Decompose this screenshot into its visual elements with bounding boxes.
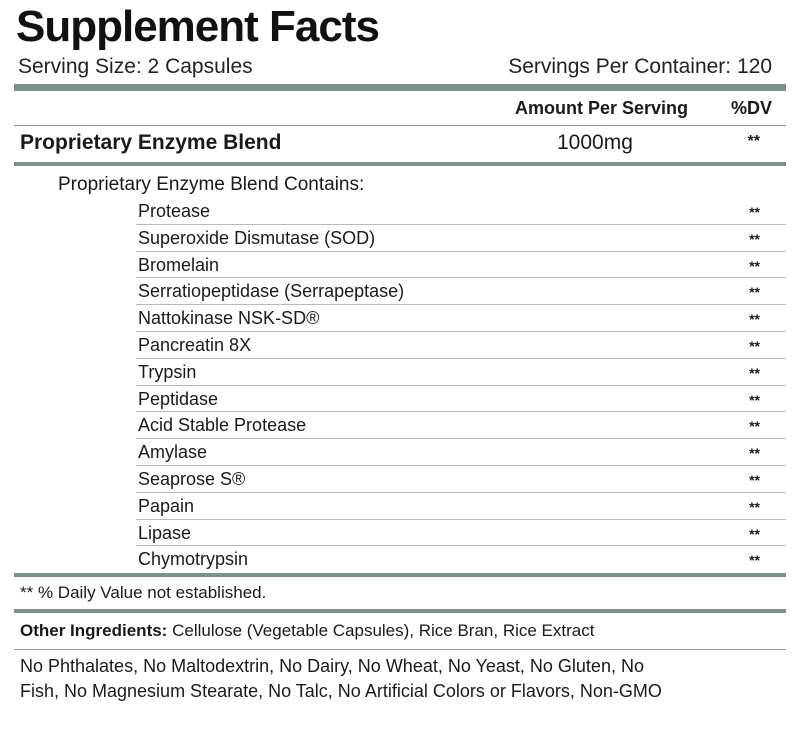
servings-per-container: Servings Per Container: 120: [508, 55, 772, 78]
ingredient-row: Trypsin **: [136, 359, 786, 386]
other-ingredients: Other Ingredients: Cellulose (Vegetable …: [14, 613, 786, 649]
blend-dv: **: [747, 133, 760, 150]
blend-row: Proprietary Enzyme Blend 1000mg **: [14, 126, 786, 162]
ingredient-dv: **: [749, 311, 760, 328]
footnote-divider: [14, 609, 786, 614]
ingredient-dv: **: [749, 525, 760, 542]
ingredient-dv: **: [749, 445, 760, 462]
ingredient-name: Nattokinase NSK-SD®: [138, 308, 320, 329]
ingredient-dv: **: [749, 230, 760, 247]
ingredient-name: Bromelain: [138, 254, 220, 275]
amount-per-serving-header: Amount Per Serving: [514, 98, 688, 118]
thick-divider: [14, 84, 786, 91]
panel-title: Supplement Facts: [16, 2, 380, 51]
blend-amount: 1000mg: [557, 131, 633, 154]
ingredient-name: Acid Stable Protease: [138, 415, 307, 436]
ingredient-name: Chymotrypsin: [138, 549, 249, 570]
other-ingredients-value: Cellulose (Vegetable Capsules), Rice Bra…: [172, 621, 595, 641]
ingredient-dv: **: [749, 204, 760, 220]
free-from-line-1: No Phthalates, No Maltodextrin, No Dairy…: [20, 656, 644, 677]
ingredient-row: Protease **: [136, 198, 786, 225]
ingredient-row: Chymotrypsin **: [136, 546, 786, 573]
other-ingredients-label: Other Ingredients:: [20, 621, 168, 641]
ingredient-name: Papain: [138, 495, 195, 516]
ingredient-row: Papain **: [136, 493, 786, 520]
supplement-facts-panel: Supplement Facts Serving Size: 2 Capsule…: [14, 0, 786, 704]
ingredient-list: Protease ** Superoxide Dismutase (SOD) ** …: [136, 198, 786, 573]
ingredient-name: Seaprose S®: [138, 468, 246, 489]
ingredient-name: Amylase: [138, 442, 208, 463]
ingredient-dv: **: [749, 552, 760, 569]
ingredient-name: Trypsin: [138, 361, 197, 382]
ingredient-row: Superoxide Dismutase (SOD) **: [136, 225, 786, 252]
ingredient-name: Peptidase: [138, 388, 219, 409]
blend-divider: [14, 162, 786, 166]
ingredient-dv: **: [749, 257, 760, 274]
ingredient-name: Superoxide Dismutase (SOD): [138, 227, 376, 248]
serving-size: Serving Size: 2 Capsules: [18, 55, 253, 78]
ingredient-dv: **: [749, 364, 760, 381]
ingredient-row: Bromelain **: [136, 252, 786, 279]
free-from-line-2: Fish, No Magnesium Stearate, No Talc, No…: [20, 681, 662, 702]
ingredient-name: Pancreatin 8X: [138, 334, 252, 355]
header-divider: [14, 125, 786, 126]
ingredient-row: Seaprose S® **: [136, 466, 786, 493]
free-from-statement: No Phthalates, No Maltodextrin, No Dairy…: [14, 650, 786, 704]
blend-contains-label: Proprietary Enzyme Blend Contains:: [58, 174, 365, 195]
ingredient-row: Peptidase **: [136, 386, 786, 413]
dv-footnote: ** % Daily Value not established.: [20, 583, 267, 603]
ingredient-row: Nattokinase NSK-SD® **: [136, 305, 786, 332]
ingredient-dv: **: [749, 337, 760, 354]
ingredient-dv: **: [749, 284, 760, 301]
ingredient-row: Amylase **: [136, 439, 786, 466]
other-ingredients-divider: [14, 649, 786, 651]
ingredient-name: Protease: [138, 201, 211, 221]
blend-name: Proprietary Enzyme Blend: [20, 131, 282, 154]
ingredient-dv: **: [749, 418, 760, 435]
serving-info-row: Serving Size: 2 Capsules Servings Per Co…: [14, 52, 786, 80]
ingredient-row: Serratiopeptidase (Serrapeptase) **: [136, 278, 786, 306]
daily-value-header: %DV: [730, 98, 772, 118]
ingredient-row: Pancreatin 8X **: [136, 332, 786, 359]
column-header-row: Amount Per Serving %DV: [14, 91, 786, 125]
ingredient-name: Serratiopeptidase (Serrapeptase): [138, 281, 405, 302]
ingredient-row: Acid Stable Protease **: [136, 412, 786, 440]
ingredient-dv: **: [749, 471, 760, 488]
ingredient-dv: **: [749, 498, 760, 515]
ingredients-divider: [14, 573, 786, 578]
ingredient-name: Lipase: [138, 522, 192, 543]
ingredient-row: Lipase **: [136, 520, 786, 547]
ingredient-dv: **: [749, 391, 760, 408]
